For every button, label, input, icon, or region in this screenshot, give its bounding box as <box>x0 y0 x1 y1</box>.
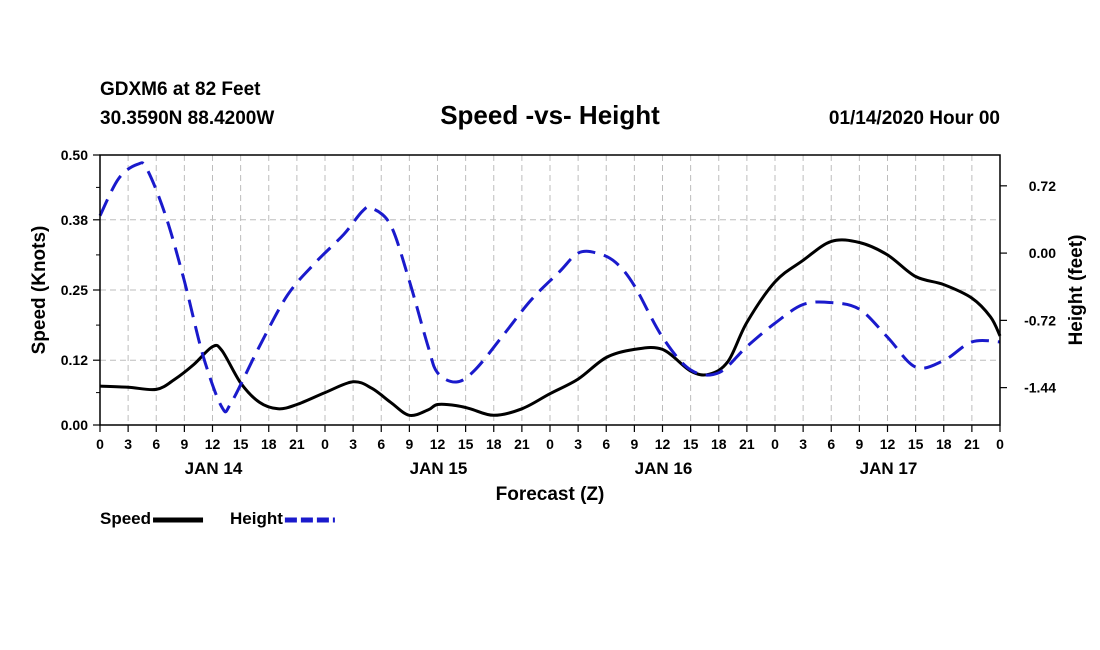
x-tick-label: 15 <box>683 436 699 452</box>
date-label: JAN 15 <box>410 459 468 478</box>
issued-datetime: 01/14/2020 Hour 00 <box>829 108 1000 129</box>
x-tick-label: 3 <box>799 436 807 452</box>
x-tick-label: 3 <box>574 436 582 452</box>
x-tick-label: 12 <box>655 436 671 452</box>
x-tick-label: 21 <box>514 436 530 452</box>
x-tick-label: 21 <box>739 436 755 452</box>
legend-label-height: Height <box>230 509 283 528</box>
x-axis-label: Forecast (Z) <box>496 484 605 505</box>
legend: Speed Height <box>100 509 335 528</box>
x-tick-label: 21 <box>289 436 305 452</box>
x-tick-label: 0 <box>771 436 779 452</box>
x-tick-label: 6 <box>602 436 610 452</box>
y-left-tick-label: 0.12 <box>61 352 88 368</box>
x-tick-label: 3 <box>349 436 357 452</box>
chart-title: Speed -vs- Height <box>440 100 660 130</box>
legend-label-speed: Speed <box>100 509 151 528</box>
series-group <box>98 161 1002 417</box>
x-tick-label: 18 <box>936 436 952 452</box>
x-tick-label: 9 <box>405 436 413 452</box>
y-left-tick-label: 0.25 <box>61 282 88 298</box>
x-tick-label: 0 <box>321 436 329 452</box>
x-tick-label: 15 <box>458 436 474 452</box>
station-name: GDXM6 at 82 Feet <box>100 79 261 100</box>
x-tick-label: 6 <box>377 436 385 452</box>
station-coordinates: 30.3590N 88.4200W <box>100 108 274 129</box>
y-left-tick-label: 0.00 <box>61 417 88 433</box>
y-right-tick-label: -0.72 <box>1024 312 1056 328</box>
series-line-speed <box>99 238 1002 417</box>
series-line-height <box>98 161 1001 414</box>
x-tick-label: 15 <box>233 436 249 452</box>
date-label: JAN 17 <box>860 459 918 478</box>
y-axis-right-label: Height (feet) <box>1066 235 1087 346</box>
x-tick-label: 9 <box>855 436 863 452</box>
x-tick-label: 18 <box>486 436 502 452</box>
x-tick-label: 0 <box>996 436 1004 452</box>
x-tick-label: 6 <box>827 436 835 452</box>
date-label: JAN 14 <box>185 459 243 478</box>
y-right-tick-label: -1.44 <box>1024 380 1056 396</box>
x-tick-label: 0 <box>546 436 554 452</box>
x-tick-label: 18 <box>711 436 727 452</box>
x-tick-label: 9 <box>180 436 188 452</box>
y-right-tick-label: 0.72 <box>1029 178 1056 194</box>
y-left-tick-label: 0.38 <box>61 212 88 228</box>
x-tick-label: 12 <box>205 436 221 452</box>
x-tick-label: 3 <box>124 436 132 452</box>
axes: 0 3 6 9 12 15 18 21 0 3 6 9 12 15 18 21 0 3 6 9 12 15 18 21 0 3 6 9… <box>61 147 1056 478</box>
x-tick-label: 12 <box>430 436 446 452</box>
x-tick-label: 12 <box>880 436 896 452</box>
grid <box>99 154 1001 426</box>
y-right-tick-label: 0.00 <box>1029 245 1056 261</box>
x-tick-label: 15 <box>908 436 924 452</box>
y-left-tick-label: 0.50 <box>61 147 88 163</box>
x-tick-label: 0 <box>96 436 104 452</box>
y-axis-left-label: Speed (Knots) <box>29 226 50 355</box>
x-tick-label: 21 <box>964 436 980 452</box>
x-tick-label: 6 <box>152 436 160 452</box>
x-tick-label: 18 <box>261 436 277 452</box>
date-label: JAN 16 <box>635 459 693 478</box>
x-tick-label: 9 <box>630 436 638 452</box>
